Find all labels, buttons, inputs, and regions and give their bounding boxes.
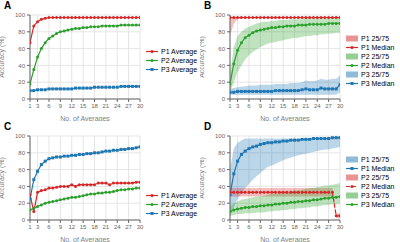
svg-text:24: 24 bbox=[114, 224, 121, 230]
html-text:C: C bbox=[4, 121, 12, 132]
svg-text:12: 12 bbox=[68, 224, 75, 230]
html-text:P3 Average: P3 Average bbox=[161, 210, 198, 217]
html-text:P2 25/75: P2 25/75 bbox=[361, 173, 389, 181]
svg-text:No. of Averages: No. of Averages bbox=[60, 236, 110, 242]
svg-text:12: 12 bbox=[68, 103, 75, 109]
svg-text:27: 27 bbox=[325, 224, 332, 230]
svg-text:9: 9 bbox=[59, 224, 63, 230]
svg-text:60: 60 bbox=[218, 46, 225, 52]
html-text:P1 Average: P1 Average bbox=[161, 192, 198, 199]
html-text:P3 Average: P3 Average bbox=[161, 66, 198, 73]
html-text:P2 Median: P2 Median bbox=[361, 182, 395, 190]
svg-text:No. of Averages: No. of Averages bbox=[260, 115, 310, 121]
svg-text:100: 100 bbox=[15, 133, 26, 139]
svg-text:21: 21 bbox=[303, 224, 310, 230]
svg-text:27: 27 bbox=[325, 103, 332, 109]
svg-text:20: 20 bbox=[18, 200, 25, 206]
svg-text:21: 21 bbox=[103, 224, 110, 230]
svg-text:24: 24 bbox=[314, 103, 321, 109]
svg-text:60: 60 bbox=[18, 167, 25, 173]
svg-text:80: 80 bbox=[18, 150, 25, 156]
svg-text:40: 40 bbox=[218, 184, 225, 190]
html-text:P3 Median: P3 Median bbox=[361, 200, 395, 208]
svg-text:3: 3 bbox=[236, 224, 240, 230]
svg-text:12: 12 bbox=[268, 103, 275, 109]
html-text:A: A bbox=[4, 0, 12, 11]
html-text:P3 Median: P3 Median bbox=[361, 79, 395, 87]
html-text:P2 Average: P2 Average bbox=[161, 57, 198, 64]
svg-text:20: 20 bbox=[18, 79, 25, 85]
html-text:B: B bbox=[204, 0, 212, 11]
svg-text:40: 40 bbox=[18, 63, 25, 69]
svg-text:20: 20 bbox=[218, 200, 225, 206]
svg-text:6: 6 bbox=[247, 224, 251, 230]
html-text:P2 Median: P2 Median bbox=[361, 61, 395, 69]
html-text:P2 Average: P2 Average bbox=[161, 201, 198, 208]
svg-text:15: 15 bbox=[80, 103, 87, 109]
svg-text:9: 9 bbox=[259, 224, 263, 230]
svg-text:27: 27 bbox=[125, 103, 132, 109]
svg-text:1: 1 bbox=[28, 224, 32, 230]
svg-text:60: 60 bbox=[218, 167, 225, 173]
svg-text:1: 1 bbox=[28, 103, 32, 109]
html-text:P1 Median: P1 Median bbox=[361, 43, 395, 51]
svg-text:80: 80 bbox=[218, 29, 225, 35]
svg-text:24: 24 bbox=[114, 103, 121, 109]
svg-text:100: 100 bbox=[215, 133, 226, 139]
svg-text:80: 80 bbox=[218, 150, 225, 156]
svg-text:21: 21 bbox=[103, 103, 110, 109]
svg-text:30: 30 bbox=[137, 224, 144, 230]
svg-text:3: 3 bbox=[36, 224, 40, 230]
svg-text:80: 80 bbox=[18, 29, 25, 35]
html-text:P3 25/75: P3 25/75 bbox=[361, 191, 389, 199]
svg-text:0: 0 bbox=[222, 217, 226, 223]
svg-text:No. of Averages: No. of Averages bbox=[60, 115, 110, 121]
svg-text:1: 1 bbox=[228, 224, 232, 230]
svg-text:9: 9 bbox=[259, 103, 263, 109]
svg-text:Accuracy (%): Accuracy (%) bbox=[200, 157, 206, 199]
svg-text:40: 40 bbox=[18, 184, 25, 190]
html-text:D: D bbox=[204, 121, 212, 132]
svg-text:6: 6 bbox=[247, 103, 251, 109]
svg-text:18: 18 bbox=[91, 103, 98, 109]
svg-text:0: 0 bbox=[22, 96, 26, 102]
svg-text:30: 30 bbox=[137, 103, 144, 109]
svg-text:100: 100 bbox=[15, 12, 26, 18]
svg-text:6: 6 bbox=[47, 224, 51, 230]
svg-text:18: 18 bbox=[291, 103, 298, 109]
svg-text:60: 60 bbox=[18, 46, 25, 52]
svg-text:20: 20 bbox=[218, 79, 225, 85]
svg-text:15: 15 bbox=[280, 103, 287, 109]
svg-text:12: 12 bbox=[268, 224, 275, 230]
svg-text:40: 40 bbox=[218, 63, 225, 69]
svg-text:100: 100 bbox=[215, 12, 226, 18]
svg-text:30: 30 bbox=[337, 103, 344, 109]
html-text:P1 Average: P1 Average bbox=[161, 48, 198, 55]
svg-text:3: 3 bbox=[236, 103, 240, 109]
svg-text:0: 0 bbox=[222, 96, 226, 102]
svg-text:1: 1 bbox=[228, 103, 232, 109]
svg-text:3: 3 bbox=[36, 103, 40, 109]
svg-text:15: 15 bbox=[280, 224, 287, 230]
html-text:P3 25/75: P3 25/75 bbox=[361, 70, 389, 78]
html-text:P1 25/75: P1 25/75 bbox=[361, 155, 389, 163]
svg-text:30: 30 bbox=[337, 224, 344, 230]
svg-text:0: 0 bbox=[22, 217, 26, 223]
svg-text:27: 27 bbox=[125, 224, 132, 230]
html-text:P1 25/75: P1 25/75 bbox=[361, 34, 389, 42]
svg-text:No. of Averages: No. of Averages bbox=[260, 236, 310, 242]
svg-text:6: 6 bbox=[47, 103, 51, 109]
svg-text:18: 18 bbox=[291, 224, 298, 230]
svg-text:15: 15 bbox=[80, 224, 87, 230]
svg-text:9: 9 bbox=[59, 103, 63, 109]
svg-text:Accuracy (%): Accuracy (%) bbox=[200, 36, 206, 78]
svg-text:18: 18 bbox=[91, 224, 98, 230]
html-text:P1 Median: P1 Median bbox=[361, 164, 395, 172]
html-text:P2 25/75: P2 25/75 bbox=[361, 52, 389, 60]
svg-text:21: 21 bbox=[303, 103, 310, 109]
svg-text:24: 24 bbox=[314, 224, 321, 230]
